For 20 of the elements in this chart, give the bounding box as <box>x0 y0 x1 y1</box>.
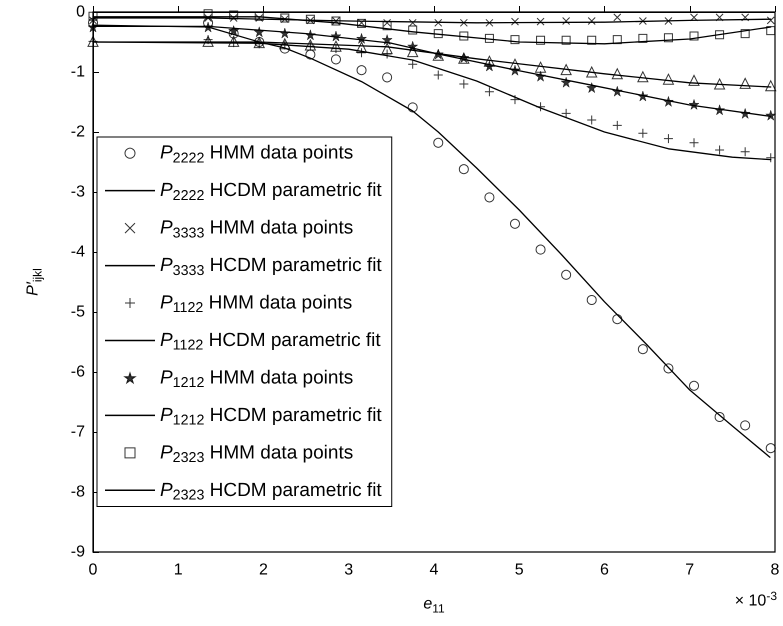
x-tick-label: 1 <box>174 562 183 578</box>
y-tick-label: -7 <box>70 424 86 440</box>
y-tick-label: -5 <box>70 304 86 320</box>
x-tick-label: 8 <box>770 562 780 578</box>
y-tick-label: -4 <box>70 244 86 260</box>
x-tick-label: 7 <box>685 562 694 578</box>
y-tick-label: 0 <box>76 4 86 20</box>
x-tick-label: 4 <box>430 562 439 578</box>
y-axis-title: P′ijkl <box>24 268 44 296</box>
y-tick-label: -9 <box>70 544 86 560</box>
y-tick-label: -2 <box>70 124 86 140</box>
x-tick-label: 2 <box>259 562 268 578</box>
x-tick-label: 6 <box>600 562 610 578</box>
y-tick-label: -6 <box>70 364 86 380</box>
x-tick-label: 3 <box>344 562 354 578</box>
y-tick-label: -3 <box>70 184 86 200</box>
x-tick-label: 5 <box>514 562 524 578</box>
y-tick-label: -1 <box>70 64 86 80</box>
x-tick-label: 0 <box>88 562 98 578</box>
y-tick-label: -8 <box>70 484 86 500</box>
